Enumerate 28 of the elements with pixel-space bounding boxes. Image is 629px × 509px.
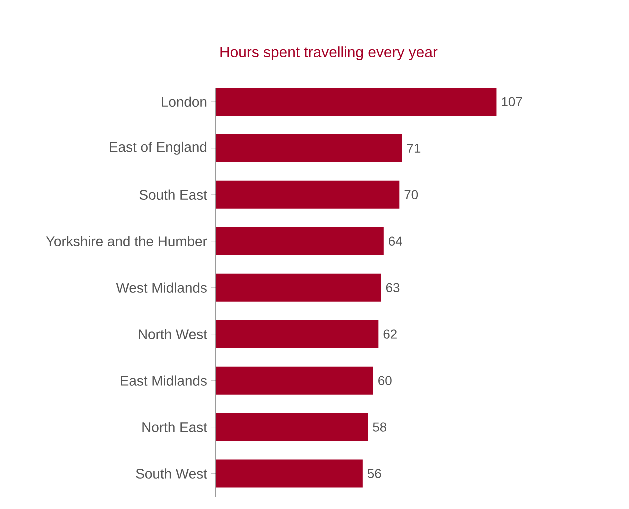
bar: [216, 134, 402, 162]
y-tick-label: East of England: [110, 142, 207, 155]
y-tick-label: Yorkshire and the Humber: [46, 236, 208, 247]
chart-title: Hours spent travelling every year: [220, 46, 438, 60]
bar: [216, 227, 384, 256]
data-label: 60: [378, 376, 392, 386]
bar: [216, 366, 374, 395]
y-tick-label: West Midlands: [116, 282, 207, 293]
y-tick-label: London: [162, 96, 207, 108]
bar: [216, 413, 368, 442]
data-label: 62: [384, 330, 397, 339]
y-tick-label: East Midlands: [121, 376, 207, 386]
data-label: 58: [373, 422, 387, 432]
bar: [216, 274, 382, 302]
y-tick-label: North West: [139, 329, 208, 340]
data-label: 70: [404, 190, 418, 200]
bar: [216, 460, 363, 488]
y-tick-label: South East: [140, 190, 208, 200]
data-label: 71: [407, 144, 421, 153]
y-tick-label: North East: [142, 422, 208, 432]
data-label: 64: [389, 236, 402, 246]
data-label: 56: [368, 469, 382, 478]
data-label: 63: [386, 283, 400, 292]
y-tick-label: South West: [136, 468, 208, 479]
data-label: 107: [502, 97, 522, 107]
bar: [216, 88, 497, 116]
bar: [216, 320, 379, 348]
bar: [216, 180, 400, 209]
